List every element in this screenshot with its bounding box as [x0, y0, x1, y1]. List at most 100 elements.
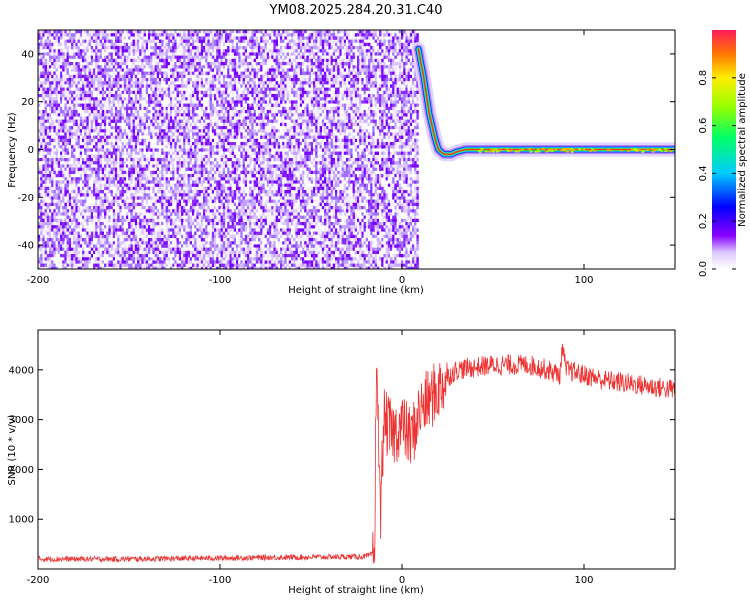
heatmap-cell [317, 74, 320, 79]
heatmap-cell [350, 90, 353, 95]
heatmap-cell [242, 58, 245, 63]
heatmap-cell [106, 138, 109, 143]
heatmap-cell [376, 135, 380, 139]
heatmap-cell [159, 58, 162, 63]
heatmap-cell [115, 113, 118, 117]
heatmap-cell [156, 74, 160, 79]
heatmap-cell [335, 71, 338, 75]
heatmap-cell [383, 100, 386, 104]
heatmap-cell [203, 87, 206, 91]
heatmap-cell [222, 132, 226, 136]
heatmap-cell [220, 122, 223, 127]
heatmap-cell [66, 62, 69, 66]
heatmap-cell [60, 36, 63, 40]
heatmap-cell [269, 49, 272, 53]
heatmap-cell [216, 103, 219, 107]
heatmap-cell [44, 116, 47, 120]
heatmap-cell [264, 119, 267, 123]
heatmap-cell [49, 90, 52, 95]
heatmap-cell [172, 90, 175, 95]
heatmap-cell [203, 113, 206, 117]
heatmap-cell [295, 39, 298, 43]
heatmap-cell [401, 113, 404, 117]
heatmap-cell [401, 58, 404, 63]
heatmap-cell [306, 52, 309, 56]
heatmap-cell [313, 39, 316, 43]
heatmap-cell [293, 39, 296, 43]
heatmap-cell [196, 33, 199, 37]
heatmap-cell [286, 116, 289, 120]
heatmap-cell [288, 97, 292, 101]
heatmap-cell [156, 100, 160, 104]
heatmap-cell [302, 65, 305, 69]
heatmap-cell [163, 138, 166, 143]
heatmap-cell [225, 97, 228, 101]
heatmap-cell [181, 81, 184, 85]
heatmap-cell [205, 81, 208, 85]
heatmap-cell [392, 100, 395, 104]
heatmap-cell [348, 74, 351, 79]
heatmap-cell [68, 87, 72, 91]
heatmap-cell [216, 129, 219, 133]
heatmap-cell [57, 71, 61, 75]
heatmap-cell [310, 49, 314, 53]
heatmap-cell [218, 65, 221, 69]
heatmap-cell [253, 116, 256, 120]
heatmap-cell [200, 33, 204, 37]
heatmap-cell [222, 30, 226, 34]
heatmap-cell [225, 129, 228, 133]
heatmap-cell [104, 68, 107, 72]
heatmap-cell [71, 138, 74, 143]
heatmap-cell [242, 81, 245, 85]
heatmap-cell [117, 135, 120, 139]
heatmap-cell [383, 106, 386, 111]
heatmap-cell [203, 116, 206, 120]
heatmap-cell [258, 46, 261, 50]
heatmap-cell [165, 81, 168, 85]
heatmap-cell [86, 122, 89, 127]
heatmap-cell [209, 74, 212, 79]
heatmap-cell [304, 122, 307, 127]
heatmap-cell [57, 65, 61, 69]
heatmap-cell [229, 52, 232, 56]
heatmap-cell [352, 33, 355, 37]
heatmap-cell [198, 100, 201, 104]
heatmap-cell [394, 36, 397, 40]
heatmap-cell [409, 90, 413, 95]
heatmap-cell [90, 103, 94, 107]
heatmap-cell [198, 106, 201, 111]
heatmap-cell [51, 74, 54, 79]
heatmap-cell [62, 116, 65, 120]
heatmap-cell [233, 87, 237, 91]
heatmap-cell [330, 103, 333, 107]
heatmap-cell [178, 87, 182, 91]
heatmap-cell [372, 52, 375, 56]
heatmap-cell [174, 110, 177, 114]
heatmap-cell [134, 49, 138, 53]
heatmap-cell [233, 129, 237, 133]
heatmap-cell [112, 100, 116, 104]
heatmap-cell [189, 97, 193, 101]
heatmap-cell [130, 103, 133, 107]
heatmap-cell [253, 65, 256, 69]
heatmap-cell [53, 132, 56, 136]
heatmap-cell [156, 110, 160, 114]
heatmap-cell [403, 49, 406, 53]
heatmap-cell [407, 106, 410, 111]
heatmap-cell [363, 100, 366, 104]
heatmap-cell [401, 90, 404, 95]
heatmap-cell [216, 39, 219, 43]
heatmap-cell [262, 119, 265, 123]
heatmap-cell [137, 129, 140, 133]
heatmap-cell [293, 129, 296, 133]
heatmap-cell [93, 84, 96, 88]
heatmap-cell [216, 58, 219, 63]
heatmap-cell [112, 52, 116, 56]
heatmap-cell [225, 103, 228, 107]
heatmap-cell [207, 113, 210, 117]
heatmap-cell [315, 103, 318, 107]
heatmap-cell [106, 126, 109, 130]
heatmap-cell [46, 87, 50, 91]
heatmap-cell [145, 52, 149, 56]
heatmap-cell [365, 90, 369, 95]
